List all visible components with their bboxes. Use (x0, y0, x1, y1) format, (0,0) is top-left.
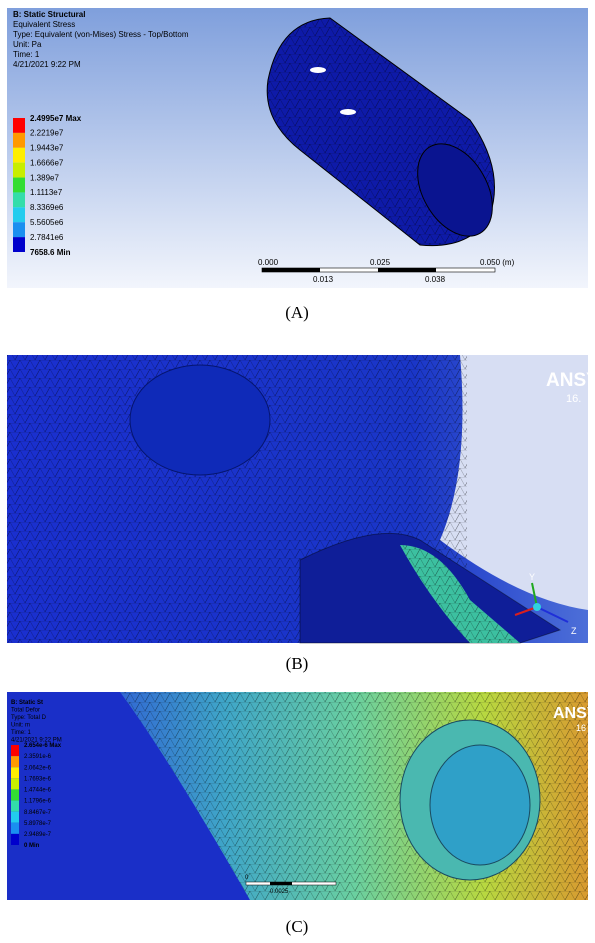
hole (130, 365, 270, 475)
figure: B: Static StructuralEquivalent StressTyp… (0, 0, 595, 943)
logo: ANSY (553, 705, 595, 722)
legend-label: 8.8467e-7 (24, 810, 52, 816)
legend-label: 2.7841e6 (30, 233, 64, 242)
legend-label: 2.0642e-6 (24, 765, 52, 771)
info-line: B: Static Structural (13, 10, 85, 19)
legend-swatch (11, 778, 19, 789)
body: B: Static StructuralEquivalent StressTyp… (0, 0, 595, 943)
legend-swatch (11, 834, 19, 845)
info-line: Total Defor (11, 708, 40, 714)
caption: (B) (286, 654, 309, 673)
legend-label: 1.4744e-6 (24, 788, 52, 794)
legend-label: 7658.6 Min (30, 248, 71, 257)
info-line: Time: 1 (11, 730, 31, 736)
legend-label: 8.3369e6 (30, 203, 64, 212)
scale-bar-segment (270, 882, 292, 885)
scale-bar-segment (262, 268, 320, 272)
info-line: B: Static St (11, 700, 43, 706)
info-line: 4/21/2021 9:22 PM (13, 60, 81, 69)
model-bore-inner (430, 745, 530, 865)
legend-swatch (11, 756, 19, 767)
page: Figure {"panels": [ {"caption": "(A)", "… (0, 0, 595, 943)
info-line: Time: 1 (13, 50, 40, 59)
panel-b (7, 355, 588, 643)
caption: (C) (286, 917, 309, 936)
legend-swatch (11, 801, 19, 812)
legend-swatch (13, 118, 25, 133)
scale-bar-segment (378, 268, 436, 272)
legend-swatch (13, 222, 25, 237)
legend-swatch (11, 789, 19, 800)
legend-swatch (11, 812, 19, 823)
scale-label: 0.000 (258, 258, 279, 267)
legend-label: 1.1796e-6 (24, 799, 52, 805)
version: 16. (566, 393, 581, 405)
legend-swatch (13, 192, 25, 207)
legend-label: 1.389e7 (30, 173, 59, 182)
logo: ANSYS (546, 370, 595, 391)
legend-swatch (13, 148, 25, 163)
info-line: Type: Equivalent (von-Mises) Stress - To… (13, 30, 189, 39)
legend-label: 5.8978e-7 (24, 821, 52, 827)
legend-swatch (11, 767, 19, 778)
legend-swatch (11, 823, 19, 834)
scale-bar (262, 268, 495, 272)
legend-label: 2.654e-6 Max (24, 743, 62, 749)
legend-label: 1.7693e-6 (24, 776, 52, 782)
scale-label: 0.013 (313, 275, 334, 284)
info-line: Equivalent Stress (13, 20, 75, 29)
legend-label: 1.9443e7 (30, 144, 64, 153)
axis-origin (533, 603, 541, 611)
legend-swatch (13, 163, 25, 178)
scale-label: 0.038 (425, 275, 446, 284)
hole (310, 67, 326, 73)
legend-label: 1.6666e7 (30, 158, 64, 167)
legend-swatch (13, 133, 25, 148)
legend-label: 2.9489e-7 (24, 832, 52, 838)
legend-swatch (13, 237, 25, 252)
version: 16 (576, 723, 586, 733)
legend-label: 5.5605e6 (30, 218, 64, 227)
legend-swatch (13, 207, 25, 222)
legend-label: 2.4995e7 Max (30, 114, 82, 123)
scale-label: 0.025 (370, 258, 391, 267)
axis-label: Z (571, 626, 577, 636)
scale-label: 0.0025 (270, 889, 289, 895)
caption: (A) (285, 303, 309, 322)
legend-label: 2.2219e7 (30, 129, 64, 138)
legend-swatch (11, 745, 19, 756)
scale-label: 0.050 (m) (480, 258, 515, 267)
hole (340, 109, 356, 115)
legend-label: 0 Min (24, 843, 40, 849)
info-line: Unit: m (11, 723, 30, 729)
legend-label: 1.1113e7 (30, 188, 63, 197)
info-line: Unit: Pa (13, 40, 42, 49)
axis-label: Y (529, 572, 535, 582)
legend-swatch (13, 178, 25, 193)
legend-label: 2.3591e-6 (24, 754, 52, 760)
info-line: Type: Total D (11, 715, 47, 721)
